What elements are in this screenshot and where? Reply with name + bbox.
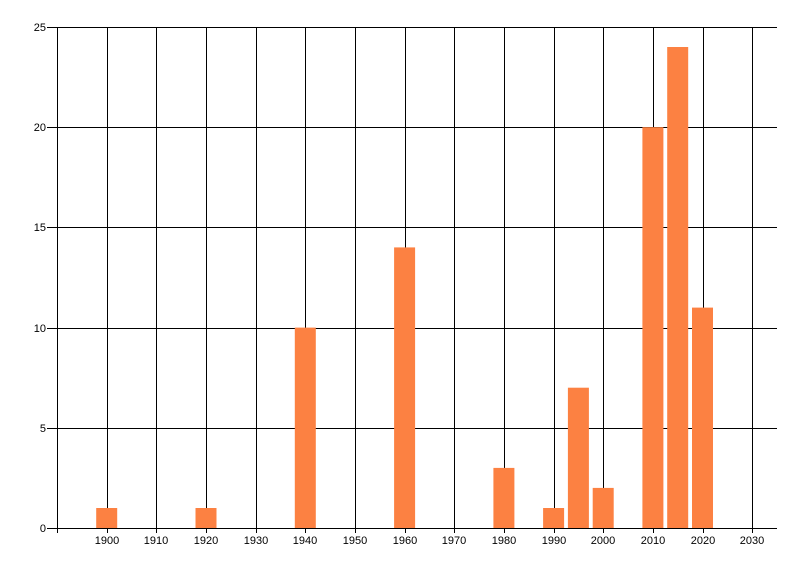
bar-1990	[543, 508, 565, 528]
x-tick-label-1910: 1910	[144, 535, 168, 547]
bar-1940	[294, 327, 316, 528]
bar-1900	[96, 508, 118, 528]
x-tick-label-1950: 1950	[343, 535, 367, 547]
bar-1960	[394, 247, 416, 528]
x-tick-label-2010: 2010	[641, 535, 665, 547]
y-tick-label-20: 20	[34, 122, 46, 134]
bar-1920	[195, 508, 217, 528]
y-tick-label-25: 25	[34, 22, 46, 34]
y-tick-label-5: 5	[40, 423, 46, 435]
x-tick-label-1900: 1900	[95, 535, 119, 547]
bar-2000	[592, 487, 614, 528]
x-tick-label-1930: 1930	[244, 535, 268, 547]
x-tick-label-1940: 1940	[293, 535, 317, 547]
bar-1980	[493, 467, 515, 528]
bar-2020	[692, 307, 713, 528]
x-tick-label-2020: 2020	[691, 535, 715, 547]
x-tick-label-1980: 1980	[492, 535, 516, 547]
y-tick-label-15: 15	[34, 222, 46, 234]
x-tick-label-1920: 1920	[194, 535, 218, 547]
x-tick-label-2000: 2000	[591, 535, 615, 547]
bar-2010	[642, 127, 664, 528]
x-tick-label-2030: 2030	[740, 535, 764, 547]
x-tick-label-1990: 1990	[542, 535, 566, 547]
x-tick-label-1960: 1960	[393, 535, 417, 547]
x-tick-label-1970: 1970	[442, 535, 466, 547]
y-tick-label-0: 0	[40, 523, 46, 535]
bar-1995	[567, 387, 589, 528]
bar-2015	[667, 47, 689, 528]
y-tick-label-10: 10	[34, 323, 46, 335]
